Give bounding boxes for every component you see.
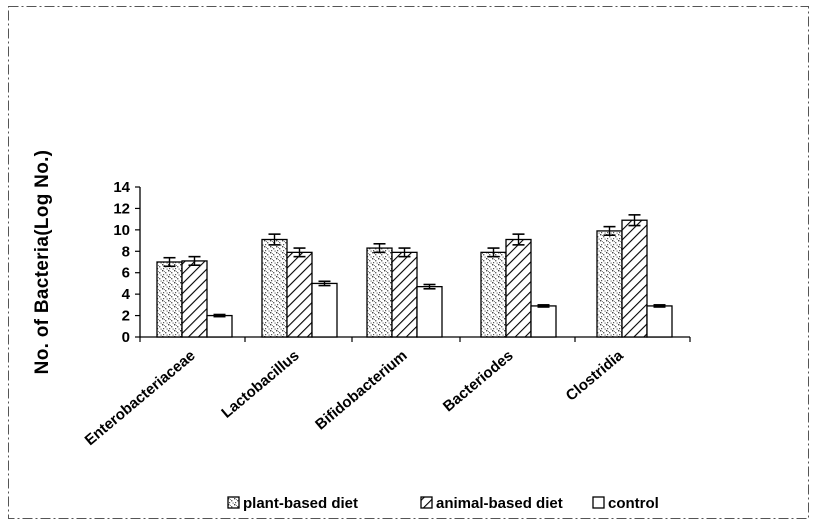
error-bar	[487, 247, 500, 258]
error-bar	[628, 214, 641, 227]
category-labels: Enterobacteriaceae Lactobacillus Bifidobac…	[82, 347, 627, 449]
category-label: Clostridia	[563, 347, 627, 405]
bar-0-3	[480, 251, 507, 338]
error-bar	[512, 233, 525, 246]
y-axis-title: No. of Bacteria(Log No.)	[32, 150, 53, 375]
bar-2-4	[646, 305, 673, 338]
error-bar	[398, 247, 411, 258]
legend-label: plant-based diet	[243, 495, 358, 512]
bars	[156, 214, 673, 338]
error-bar	[163, 256, 176, 268]
error-bar	[318, 280, 331, 287]
legend-swatch	[227, 496, 240, 509]
bar-0-1	[261, 238, 288, 338]
bar-2-2	[416, 285, 443, 338]
y-tick-label: 4	[122, 286, 131, 303]
bar-1-2	[391, 251, 418, 338]
y-tick-label: 14	[113, 179, 130, 196]
error-bar	[653, 304, 666, 308]
bar-1-3	[505, 238, 532, 338]
bar-0-4	[596, 230, 623, 338]
category-label: Lactobacillus	[218, 347, 302, 422]
legend-item: plant-based diet	[227, 495, 358, 512]
y-tick-label: 2	[122, 308, 130, 325]
y-tick-label: 6	[122, 265, 130, 282]
bar-2-0	[206, 314, 233, 338]
error-bar	[537, 304, 550, 308]
bar-0-0	[156, 261, 183, 338]
bar-1-1	[286, 251, 313, 338]
y-tick-label: 12	[113, 200, 130, 217]
y-tick-label: 10	[113, 222, 130, 239]
y-tick-label: 8	[122, 243, 130, 260]
bar-0-2	[366, 247, 393, 338]
error-bar	[268, 233, 281, 246]
legend-item: animal-based diet	[420, 495, 563, 512]
legend-item: control	[592, 495, 659, 512]
error-bar	[213, 313, 226, 318]
bar-2-3	[530, 305, 557, 338]
y-tick-label: 0	[122, 329, 130, 346]
error-bar	[373, 242, 386, 254]
legend: plant-based diet animal-based diet control	[227, 495, 659, 512]
category-label: Bifidobacterium	[312, 347, 410, 433]
legend-swatch	[592, 496, 605, 509]
legend-label: animal-based diet	[436, 495, 563, 512]
legend-swatch	[420, 496, 433, 509]
category-label: Bacteriodes	[440, 347, 517, 415]
category-label: Enterobacteriaceae	[82, 347, 199, 449]
bar-1-4	[621, 219, 648, 338]
legend-label: control	[608, 495, 659, 512]
error-bar	[188, 255, 201, 267]
plot-border	[8, 6, 809, 519]
error-bar	[293, 247, 306, 258]
error-bar	[603, 225, 616, 237]
bar-2-1	[311, 282, 338, 338]
error-bar	[423, 283, 436, 290]
bar-1-0	[181, 260, 208, 338]
